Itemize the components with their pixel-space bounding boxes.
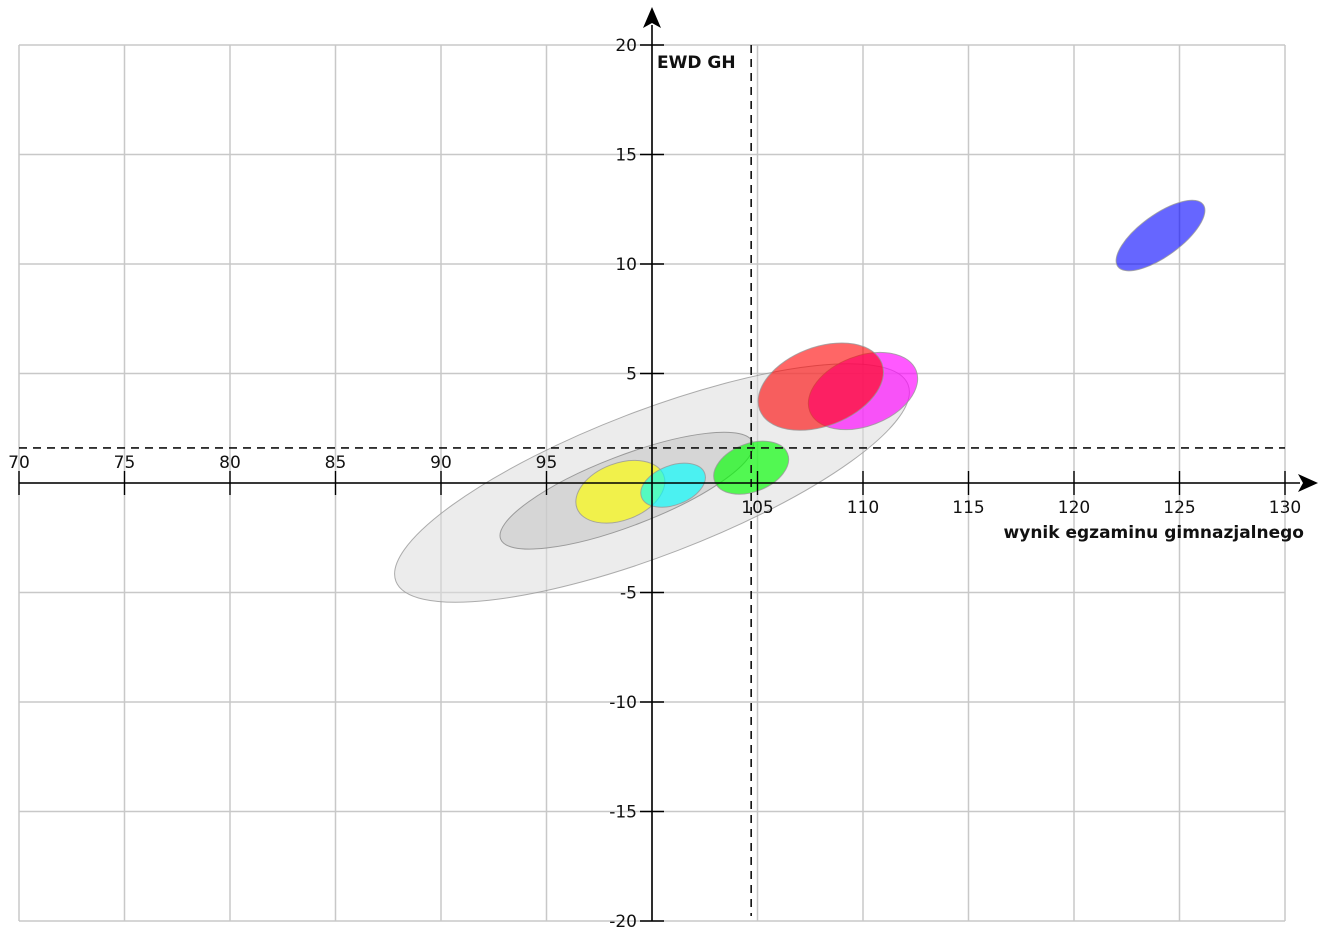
x-tick-label: 105 xyxy=(741,498,773,518)
y-tick-label: 5 xyxy=(626,365,637,385)
x-axis-title: wynik egzaminu gimnazjalnego xyxy=(1004,523,1304,543)
x-tick-label: 75 xyxy=(114,453,136,473)
x-tick-label: 85 xyxy=(325,453,347,473)
y-tick-label: 15 xyxy=(615,146,637,166)
ellipses xyxy=(394,199,1206,603)
x-axis-arrow xyxy=(1298,474,1318,492)
x-tick-label: 110 xyxy=(847,498,879,518)
x-tick-label: 95 xyxy=(536,453,558,473)
y-tick-label: -20 xyxy=(609,912,637,932)
x-tick-label: 80 xyxy=(219,453,241,473)
y-axis-title: EWD GH xyxy=(657,53,736,73)
y-tick-label: -5 xyxy=(620,584,637,604)
x-tick-label: 130 xyxy=(1269,498,1301,518)
x-tick-label: 70 xyxy=(8,453,30,473)
axes xyxy=(18,7,1318,922)
y-axis-arrow xyxy=(643,7,661,28)
x-tick-label: 90 xyxy=(430,453,452,473)
y-tick-label: -10 xyxy=(609,693,637,713)
y-tick-label: 20 xyxy=(615,36,637,56)
x-tick-label: 115 xyxy=(952,498,984,518)
ellipse-7 xyxy=(1115,199,1206,272)
ellipse-3 xyxy=(640,462,706,508)
x-tick-label: 125 xyxy=(1163,498,1195,518)
ellipse-6 xyxy=(757,342,884,431)
y-tick-label: 10 xyxy=(615,255,637,275)
y-tick-label: -15 xyxy=(609,803,637,823)
x-tick-label: 120 xyxy=(1058,498,1090,518)
